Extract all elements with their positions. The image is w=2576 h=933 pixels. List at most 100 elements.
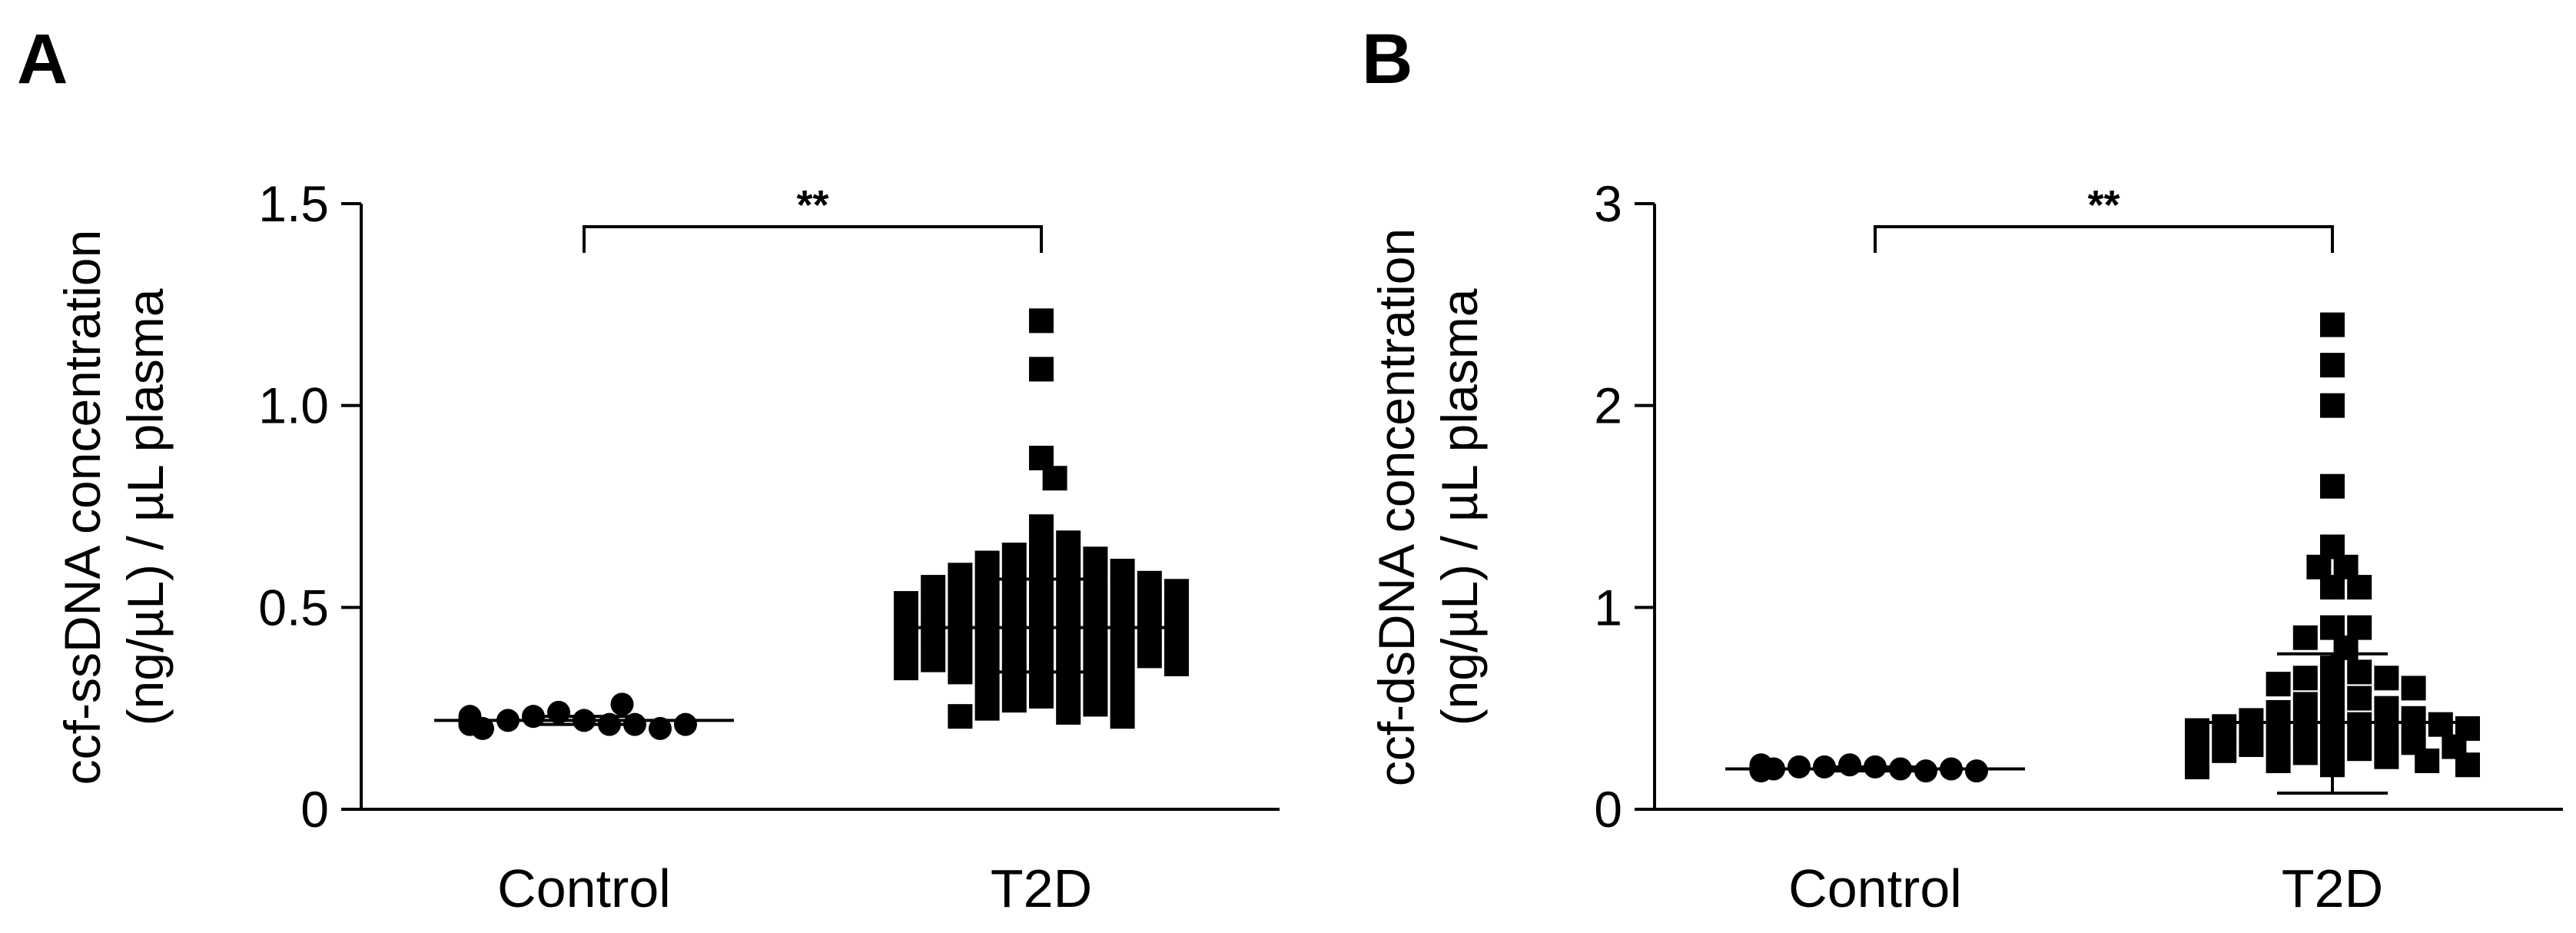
data-point-square xyxy=(2266,672,2291,697)
data-point-circle xyxy=(649,716,672,740)
data-point-square xyxy=(2239,732,2264,757)
data-point-square xyxy=(1083,570,1108,596)
data-point-square xyxy=(1164,579,1189,604)
data-point-square xyxy=(1083,619,1108,644)
data-point-square xyxy=(1001,688,1027,713)
data-point-square xyxy=(2347,659,2372,685)
data-point-square xyxy=(2374,696,2399,721)
data-point-square xyxy=(2320,312,2345,337)
data-point-square xyxy=(974,696,1000,721)
data-point-square xyxy=(2320,353,2345,378)
data-point-square xyxy=(1164,651,1189,676)
data-point-square xyxy=(1001,591,1027,616)
y-tick-label: 0 xyxy=(300,781,329,838)
data-point-square xyxy=(1029,514,1054,540)
data-point-square xyxy=(974,647,1000,672)
data-point-square xyxy=(948,586,973,612)
data-point-square xyxy=(2266,724,2291,749)
data-point-square xyxy=(1137,570,1162,596)
y-tick-label: 3 xyxy=(1594,175,1622,232)
data-point-square xyxy=(2292,666,2318,691)
data-point-square xyxy=(1042,466,1067,491)
data-point-square xyxy=(1110,704,1135,729)
data-point-square xyxy=(1056,603,1081,628)
significance-bracket xyxy=(583,225,1043,253)
data-point-square xyxy=(2347,575,2372,600)
y-tick-label: 1.0 xyxy=(258,377,329,434)
y-axis-label-line: (ng/µL) / µL plasma xyxy=(1431,288,1488,725)
data-point-square xyxy=(1110,679,1135,705)
data-point-square xyxy=(2428,712,2453,737)
x-category-label: Control xyxy=(497,858,671,918)
data-point-square xyxy=(2212,738,2237,763)
data-point-square xyxy=(1056,676,1081,701)
data-point-square xyxy=(1029,683,1054,709)
data-point-square xyxy=(2374,744,2399,769)
data-point-square xyxy=(948,704,973,729)
data-point-square xyxy=(894,656,918,681)
panel-letter: A xyxy=(17,20,68,98)
significance-bracket xyxy=(1874,225,2334,253)
data-point-square xyxy=(1110,583,1135,608)
data-point-square xyxy=(1029,357,1054,382)
data-point-square xyxy=(2320,393,2345,418)
data-point-square xyxy=(2347,712,2372,737)
significance-label: ** xyxy=(2087,182,2120,228)
data-point-circle xyxy=(674,712,697,736)
data-point-square xyxy=(1083,643,1108,669)
significance-label: ** xyxy=(796,182,828,228)
data-point-square xyxy=(1110,559,1135,584)
data-point-square xyxy=(1083,546,1108,572)
y-tick-label: 0.5 xyxy=(258,579,329,636)
data-point-square xyxy=(2415,748,2440,773)
x-category-label: T2D xyxy=(2282,858,2383,918)
data-point-square xyxy=(948,611,973,636)
data-point-square xyxy=(974,672,1000,697)
data-point-square xyxy=(2401,706,2426,731)
data-point-square xyxy=(974,599,1000,624)
data-point-square xyxy=(1029,308,1054,334)
data-point-square xyxy=(2266,748,2291,773)
data-point-square xyxy=(2292,625,2318,650)
data-point-square xyxy=(921,599,946,624)
x-category-label: T2D xyxy=(991,858,1092,918)
data-point-square xyxy=(2320,473,2345,499)
data-point-square xyxy=(1056,627,1081,652)
data-point-square xyxy=(1056,554,1081,579)
data-point-square xyxy=(1083,595,1108,620)
data-point-circle xyxy=(1788,755,1811,779)
data-point-square xyxy=(1137,619,1162,644)
data-point-square xyxy=(948,635,973,660)
data-point-square xyxy=(1056,530,1081,556)
y-axis-label-line: ccf-ssDNA concentration xyxy=(54,230,111,785)
data-point-square xyxy=(1001,663,1027,689)
data-point-circle xyxy=(610,692,634,716)
data-point-square xyxy=(1056,579,1081,604)
y-axis-label-line: (ng/µL) / µL plasma xyxy=(117,288,174,725)
data-point-square xyxy=(1110,631,1135,656)
data-point-square xyxy=(1083,692,1108,717)
data-point-square xyxy=(921,575,946,600)
data-point-square xyxy=(1137,643,1162,669)
data-point-square xyxy=(1056,699,1081,725)
data-point-square xyxy=(1110,656,1135,681)
y-tick-label: 1 xyxy=(1594,579,1622,636)
data-point-square xyxy=(1029,538,1054,563)
data-point-square xyxy=(948,659,973,685)
data-point-square xyxy=(1001,543,1027,568)
data-point-square xyxy=(2347,736,2372,762)
data-point-square xyxy=(1001,639,1027,665)
data-point-square xyxy=(2292,692,2318,717)
data-point-square xyxy=(1164,627,1189,652)
data-point-circle xyxy=(1838,753,1861,777)
data-point-square xyxy=(1137,595,1162,620)
data-point-square xyxy=(2292,716,2318,741)
y-axis-label-line: ccf-dsDNA concentration xyxy=(1368,228,1425,786)
data-point-square xyxy=(2239,708,2264,733)
data-point-square xyxy=(2374,720,2399,745)
data-point-square xyxy=(2347,686,2372,711)
data-point-square xyxy=(2212,714,2237,739)
